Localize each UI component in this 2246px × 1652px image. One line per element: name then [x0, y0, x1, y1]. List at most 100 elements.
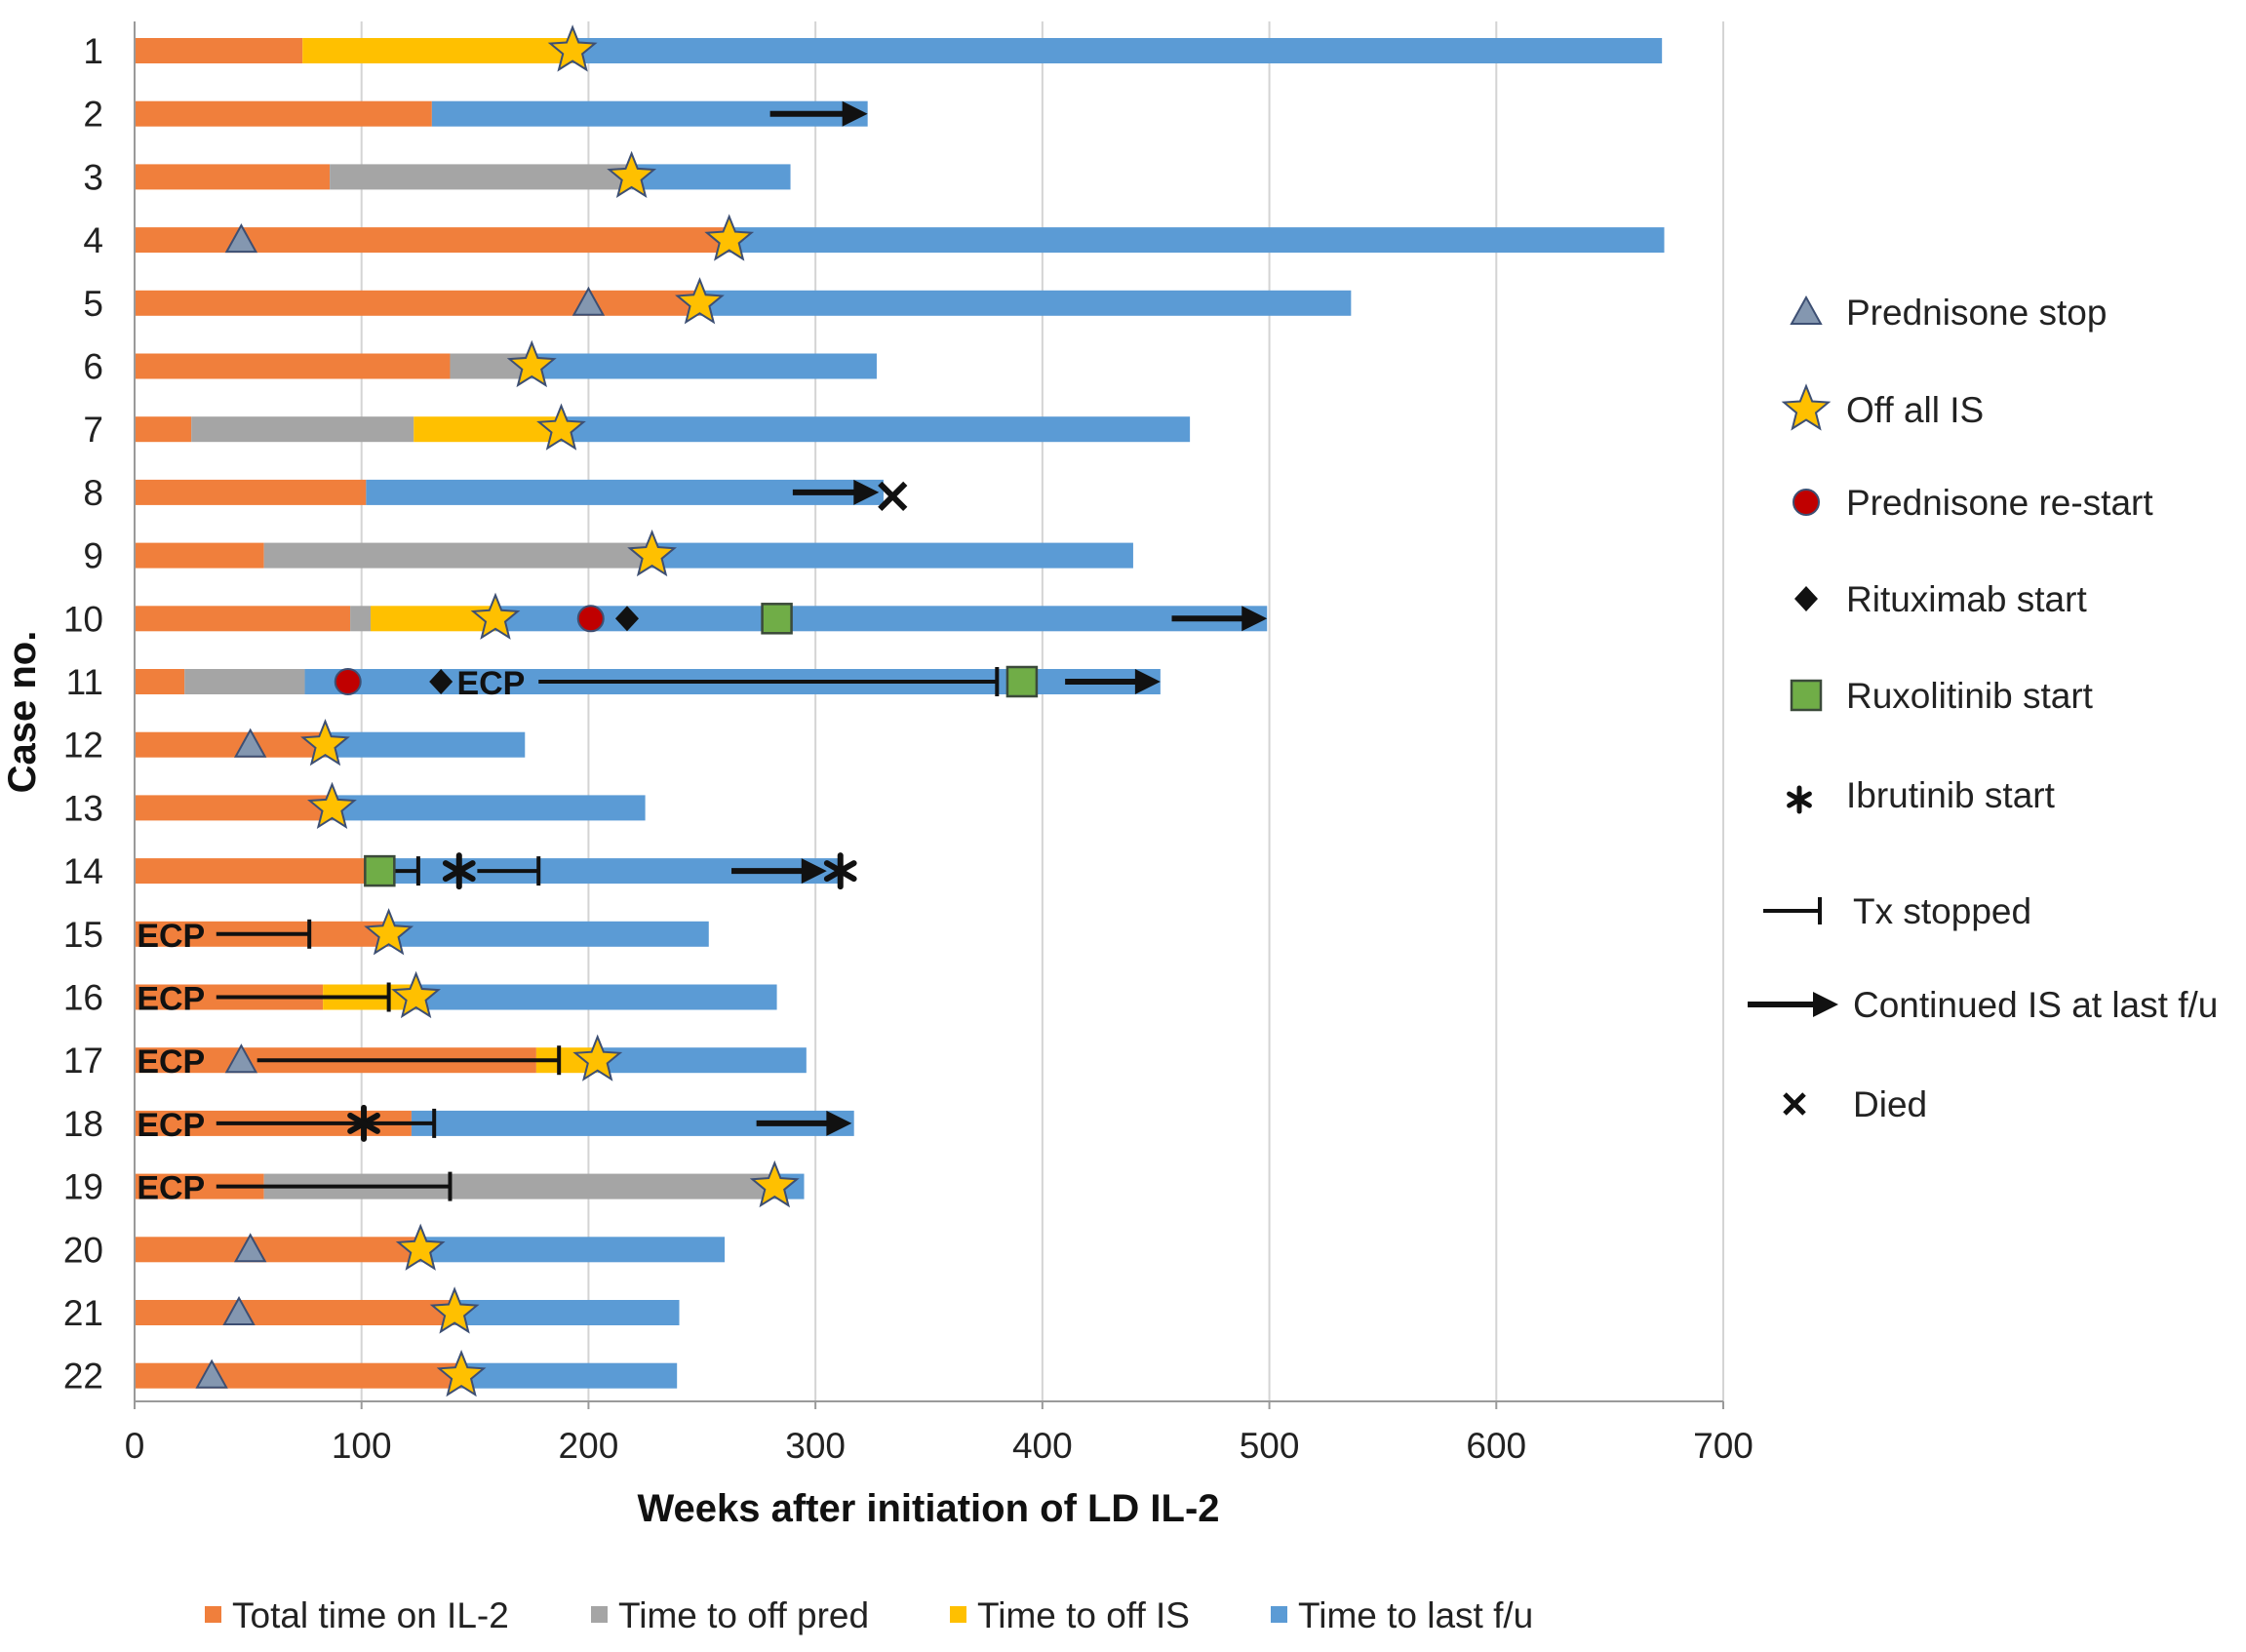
x-tick-label: 0 [125, 1426, 145, 1466]
off-all-is-star-icon [572, 1034, 623, 1082]
bar-segment-il2 [135, 100, 432, 127]
off-all-is-star-icon [607, 150, 657, 198]
legend-label: Continued IS at last f/u [1853, 985, 2218, 1025]
bar-segment-pred [191, 416, 414, 443]
legend-series-label: Time to last f/u [1298, 1595, 1533, 1635]
legend-series-pred: Time to off pred [591, 1595, 869, 1635]
arrow-head [1813, 992, 1838, 1017]
bar-segment-is [371, 606, 496, 632]
bar-segment-fu [454, 1300, 680, 1325]
x-tick-label: 400 [1012, 1426, 1073, 1466]
case-label: 16 [63, 978, 103, 1018]
axes [134, 21, 1723, 1402]
arrow-head [826, 1110, 852, 1136]
x-stroke [878, 481, 908, 512]
legend-item-star: Off all IS [1781, 383, 1984, 431]
off-all-is-star-icon [536, 403, 586, 451]
ecp-label: ECP [137, 1170, 205, 1207]
tx-stopped-line [216, 919, 312, 949]
legend-label: Ruxolitinib start [1846, 676, 2094, 716]
ecp-label: ECP [137, 981, 205, 1018]
bar-segment-il2 [135, 669, 185, 694]
case-markers [233, 1223, 446, 1271]
legend-swatch [205, 1606, 221, 1623]
case-markers [627, 529, 677, 577]
legend-item-square: Ruxolitinib start [1790, 676, 2094, 716]
bar-segment-il2 [135, 795, 333, 821]
prednisone-stop-triangle-icon [233, 728, 267, 758]
case-markers: ECP [137, 908, 414, 956]
bar-segment-fu [461, 1362, 678, 1389]
case-markers [195, 1350, 487, 1397]
ecp-label: ECP [137, 918, 205, 955]
ecp-label: ECP [137, 1107, 205, 1144]
case-label: 7 [83, 410, 103, 450]
prednisone-stop-triangle-icon [571, 286, 606, 316]
case-label: 10 [63, 599, 103, 639]
off-all-is-star-icon [429, 1286, 480, 1334]
continued-is-arrow-icon [1065, 669, 1161, 694]
legend-series-fu: Time to last f/u [1271, 1595, 1533, 1635]
continued-is-arrow-icon [1171, 606, 1268, 632]
case-label: 1 [83, 31, 103, 71]
case-markers [769, 100, 868, 127]
ibrutinib-start-asterisk-icon [442, 852, 476, 890]
rituximab-start-diamond-icon [1794, 586, 1818, 611]
x-tick-label: 200 [559, 1426, 619, 1466]
case-bar [135, 353, 877, 379]
off-all-is-star-icon [470, 592, 521, 640]
case-label: 3 [83, 157, 103, 197]
bar-segment-il2 [135, 542, 264, 569]
off-all-is-star-icon [749, 1160, 800, 1208]
rituximab-start-diamond-icon [614, 606, 639, 632]
ruxolitinib-start-square-icon [1005, 665, 1039, 698]
off-all-is-star-icon [675, 277, 725, 325]
bar-segment-il2 [135, 606, 351, 632]
asterisk-stroke [347, 1112, 380, 1134]
bar-segment-fu [532, 353, 877, 379]
case-label: 19 [63, 1167, 103, 1207]
case-label: 6 [83, 347, 103, 387]
asterisk-stroke [442, 860, 476, 883]
tx-stopped-line [538, 667, 1000, 696]
case-markers [307, 781, 357, 829]
continued-is-arrow-icon [1748, 992, 1838, 1017]
off-all-is-star-icon [506, 339, 557, 388]
legend-swatch [950, 1606, 966, 1623]
case-label: 12 [63, 726, 103, 766]
prednisone-stop-triangle-icon [195, 1358, 228, 1389]
prednisone-stop-triangle-icon [1790, 295, 1823, 325]
bar-segment-fu [420, 1237, 726, 1263]
bar-segment-il2 [135, 479, 367, 505]
legend-item-arrow: Continued IS at last f/u [1748, 985, 2218, 1025]
case-markers: ECP [334, 665, 1161, 702]
bar-segment-fu [597, 1047, 807, 1074]
continued-is-arrow-icon [731, 858, 827, 885]
off-all-is-star-icon [627, 529, 677, 577]
legend-label: Ibrutinib start [1846, 775, 2056, 815]
case-label: 15 [63, 915, 103, 955]
legend-series-il2: Total time on IL-2 [205, 1595, 509, 1635]
arrow-head [1241, 606, 1268, 632]
legend-series-label: Total time on IL-2 [232, 1595, 509, 1635]
legend-label: Prednisone stop [1846, 293, 2107, 333]
legend-label: Rituximab start [1846, 579, 2087, 619]
off-all-is-star-icon [436, 1350, 487, 1397]
off-all-is-star-icon [395, 1223, 446, 1271]
marker-legend: Prednisone stop Off all IS Prednisone re-s… [1748, 293, 2218, 1124]
case-markers [233, 719, 350, 767]
case-markers [222, 1286, 480, 1334]
bar-segment-il2 [135, 1300, 455, 1325]
tx-stopped-line [256, 1045, 562, 1076]
asterisk-stroke [1787, 791, 1812, 808]
bars [135, 38, 1665, 1389]
prednisone-stop-triangle-icon [233, 1233, 267, 1263]
ecp-label: ECP [137, 1043, 205, 1081]
case-bar [135, 38, 1663, 63]
off-all-is-star-icon [1781, 383, 1832, 431]
case-markers [536, 403, 586, 451]
case-markers [470, 592, 1268, 640]
bar-segment-il2 [135, 416, 192, 443]
